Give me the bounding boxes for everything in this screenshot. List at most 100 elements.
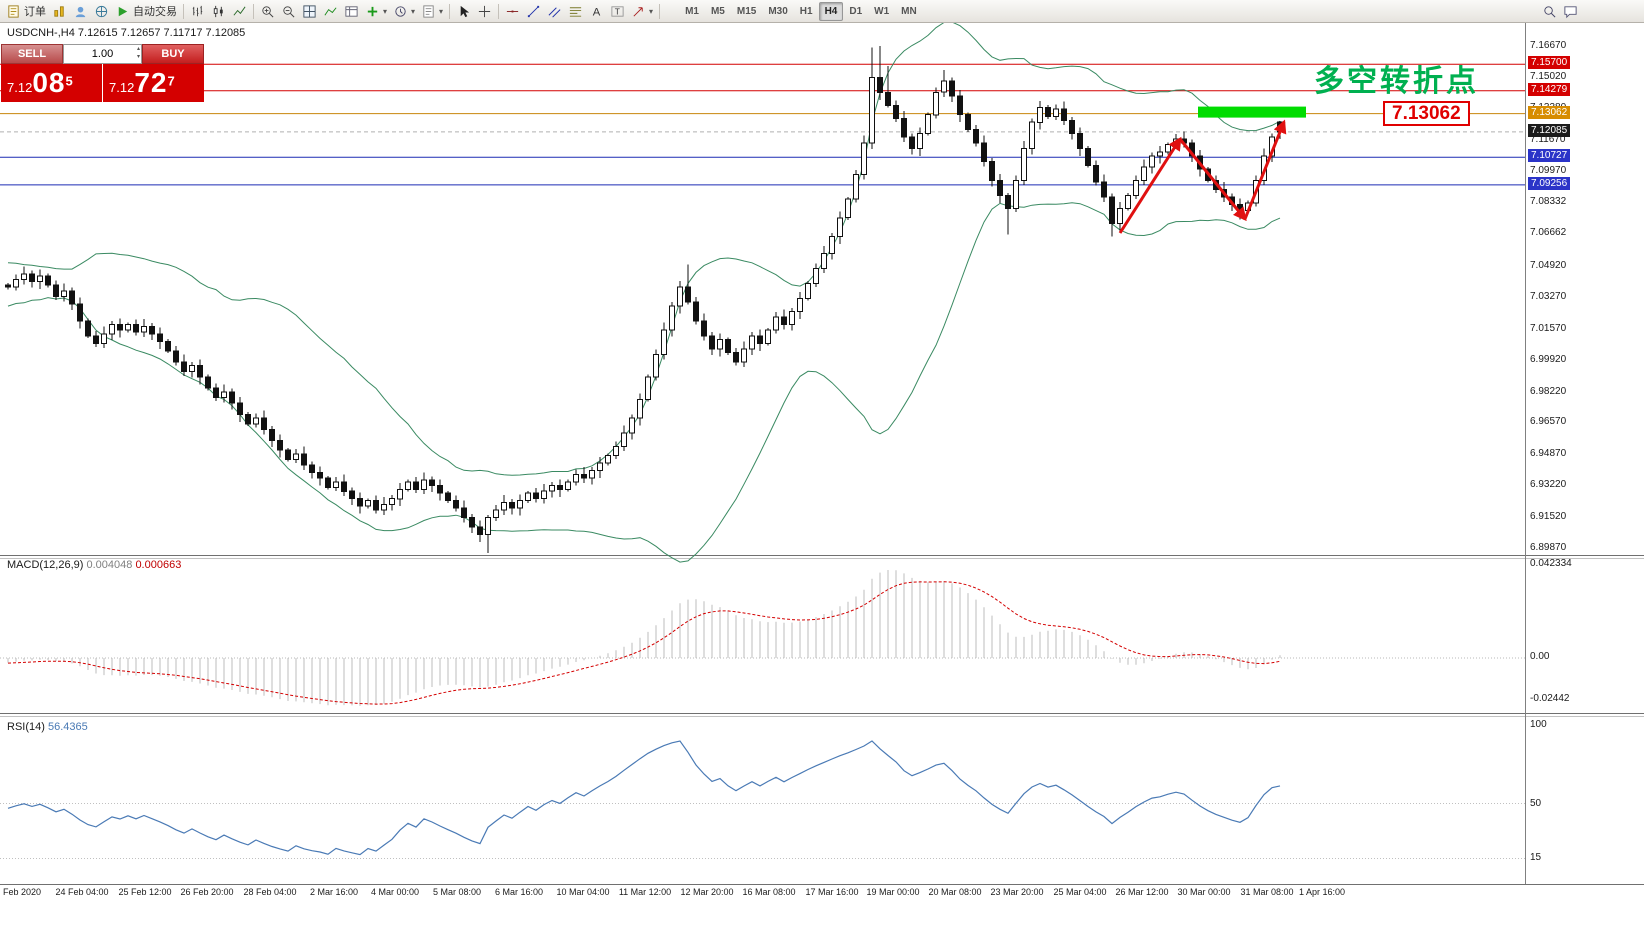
tile-windows-icon <box>303 4 316 18</box>
timeframe-h4[interactable]: H4 <box>818 1 844 21</box>
new-order-button[interactable]: 订单 <box>3 1 49 21</box>
zoom-in-button[interactable] <box>257 1 278 21</box>
search-button[interactable] <box>1539 1 1560 21</box>
chevron-down-icon: ▾ <box>649 6 654 16</box>
toolbar-separator <box>498 3 500 19</box>
macd-main-value: 0.004048 <box>86 559 133 571</box>
buy-price-sup: 7 <box>167 73 175 89</box>
macd-signal-line <box>7 581 1281 705</box>
equidistant-channel-icon <box>548 6 561 17</box>
profiles-icon <box>75 6 86 17</box>
template-icon <box>423 4 434 18</box>
add-indicator-button[interactable]: ▾ <box>362 1 390 21</box>
text-button[interactable]: A <box>586 1 607 21</box>
timeframe-m1[interactable]: M1 <box>679 2 705 21</box>
macd-indicator-label: MACD(12,26,9) 0.004048 0.000663 <box>7 559 181 571</box>
toolbar-separator <box>183 3 184 19</box>
timeframe-m5[interactable]: M5 <box>705 2 731 21</box>
buy-price[interactable]: 7.12727 <box>103 64 204 102</box>
timeframe-toolbar: M1 M5 M15 M30 H1 H4 D1 W1 MN <box>679 1 923 21</box>
rsi-name: RSI(14) <box>7 721 45 733</box>
timeframe-m30[interactable]: M30 <box>762 2 793 21</box>
autotrading-icon <box>118 6 128 16</box>
data-window-button[interactable] <box>341 1 362 21</box>
macd-signal-value: 0.000663 <box>135 559 182 571</box>
one-click-prices: 7.12085 7.12727 <box>1 64 204 102</box>
highlight-zone <box>1198 106 1306 118</box>
data-window-icon <box>345 5 358 17</box>
chart-info: USDCNH-,H4 7.12615 7.12657 7.11717 7.120… <box>7 27 246 39</box>
profiles-button[interactable] <box>70 1 91 21</box>
autotrading-button[interactable]: 自动交易 <box>112 1 180 21</box>
horizontal-line-button[interactable] <box>502 1 523 21</box>
equidistant-channel-button[interactable] <box>544 1 565 21</box>
indicators-icon <box>324 6 337 16</box>
crosshair-button[interactable] <box>474 1 495 21</box>
templates-button[interactable]: ▾ <box>418 1 446 21</box>
periods-button[interactable]: ▾ <box>390 1 418 21</box>
fibonacci-button[interactable] <box>565 1 586 21</box>
svg-text:T: T <box>615 6 620 16</box>
indicators-button[interactable] <box>320 1 341 21</box>
timeframe-d1[interactable]: D1 <box>843 2 868 21</box>
buy-button[interactable]: BUY <box>142 44 204 64</box>
volume-down-icon[interactable]: ▾ <box>136 54 140 60</box>
rsi-indicator-label: RSI(14) 56.4365 <box>7 721 88 733</box>
terminal-icon <box>95 5 108 17</box>
new-order-label: 订单 <box>24 6 46 18</box>
timeframe-w1[interactable]: W1 <box>868 2 895 21</box>
add-indicator-icon <box>367 6 378 16</box>
svg-text:A: A <box>593 6 601 18</box>
volume-input[interactable]: 1.00 ▴ ▾ <box>63 44 142 64</box>
autotrading-label: 自动交易 <box>133 6 177 18</box>
sell-button[interactable]: SELL <box>1 44 63 64</box>
chat-icon <box>1564 5 1577 18</box>
trend-line-button[interactable] <box>523 1 544 21</box>
bar-chart-button[interactable] <box>187 1 208 21</box>
terminal-button[interactable] <box>91 1 112 21</box>
cursor-button[interactable] <box>453 1 474 21</box>
timeframe-mn[interactable]: MN <box>895 2 923 21</box>
chevron-down-icon: ▾ <box>383 6 388 16</box>
panel-borders <box>0 22 1644 885</box>
clock-icon <box>395 5 406 17</box>
crosshair-icon <box>478 5 491 17</box>
bar-chart-icon <box>192 5 203 16</box>
zoom-in-icon <box>262 5 274 17</box>
candles <box>5 46 1283 554</box>
horizontal-line-icon <box>506 10 519 12</box>
price-callout-label: 7.13062 <box>1383 101 1470 126</box>
buy-price-big: 72 <box>134 67 168 98</box>
chat-button[interactable] <box>1560 1 1581 21</box>
volume-stepper[interactable]: ▴ ▾ <box>137 45 140 61</box>
zoom-out-button[interactable] <box>278 1 299 21</box>
line-chart-button[interactable] <box>229 1 250 21</box>
text-icon: A <box>593 6 601 18</box>
line-chart-icon <box>233 6 246 16</box>
volume-value: 1.00 <box>91 48 114 60</box>
timeframe-h1[interactable]: H1 <box>794 2 819 21</box>
zoom-out-icon <box>283 5 295 17</box>
toolbar-separator <box>659 3 661 19</box>
chevron-down-icon: ▾ <box>439 6 444 16</box>
volume-up-icon[interactable]: ▴ <box>136 46 140 52</box>
arrows-button[interactable]: ▾ <box>628 1 656 21</box>
macd-histogram <box>7 570 1281 706</box>
charts-icon <box>54 5 64 17</box>
toolbar: 订单 自动交易 ▾ ▾ ▾ A T ▾ M1 <box>0 0 1644 23</box>
text-label-button[interactable]: T <box>607 1 628 21</box>
arrow-object-icon <box>633 6 643 17</box>
toolbar-right-group <box>1539 1 1581 21</box>
text-label-icon: T <box>611 6 624 17</box>
charts-button[interactable] <box>49 1 70 21</box>
sell-price-sup: 5 <box>65 73 73 89</box>
sell-price[interactable]: 7.12085 <box>1 64 102 102</box>
timeframe-m15[interactable]: M15 <box>731 2 762 21</box>
one-click-controls: SELL 1.00 ▴ ▾ BUY <box>1 44 204 64</box>
trend-line-icon <box>527 5 540 17</box>
rsi-levels <box>0 803 1525 859</box>
tile-windows-button[interactable] <box>299 1 320 21</box>
candlestick-chart-button[interactable] <box>208 1 229 21</box>
